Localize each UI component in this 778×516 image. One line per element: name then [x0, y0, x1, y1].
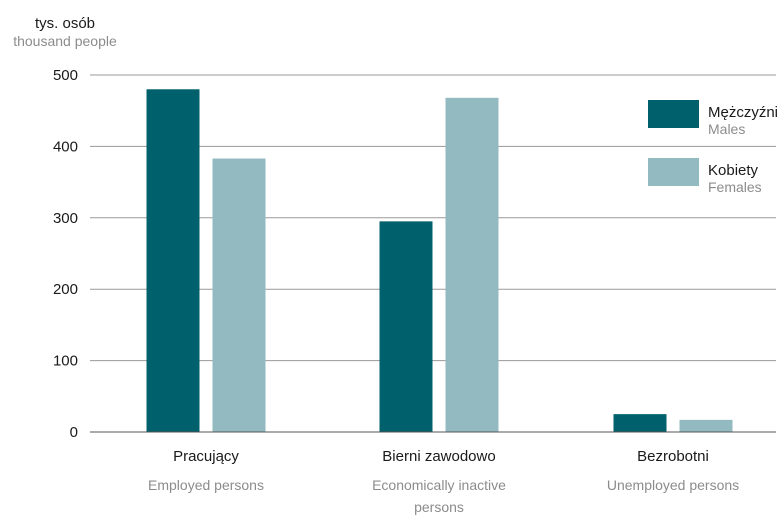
- legend-label: Kobiety: [708, 162, 759, 179]
- bar: [379, 221, 433, 432]
- x-category-label-en: persons: [414, 499, 464, 515]
- bar: [146, 89, 200, 432]
- bar: [613, 414, 667, 432]
- y-tick-label: 300: [53, 210, 78, 227]
- bar: [212, 158, 266, 432]
- legend-swatch: [648, 100, 699, 128]
- gridlines: [90, 74, 776, 362]
- y-tick-label: 100: [53, 353, 78, 370]
- legend-label-en: Females: [708, 179, 762, 195]
- y-tick-label: 200: [53, 281, 78, 298]
- x-category-label: Bierni zawodowo: [382, 448, 495, 465]
- legend-label-en: Males: [708, 121, 745, 137]
- x-category-label: Bezrobotni: [637, 448, 709, 465]
- y-unit-label: tys. osób: [35, 15, 95, 32]
- legend-swatch: [648, 158, 699, 186]
- y-tick-label: 500: [53, 67, 78, 84]
- y-tick-label: 0: [70, 424, 78, 441]
- bar: [679, 419, 733, 432]
- x-category-label-en: Unemployed persons: [607, 477, 739, 493]
- y-axis-ticks: 0 100 200 300 400 500: [53, 67, 78, 441]
- y-unit-label-en: thousand people: [13, 33, 117, 49]
- bar: [445, 97, 499, 433]
- x-category-label-en: Economically inactive: [372, 477, 506, 493]
- y-tick-label: 400: [53, 138, 78, 155]
- x-category-label: Pracujący: [173, 448, 239, 465]
- legend-label: Mężczyźni: [708, 104, 778, 121]
- bars: [146, 89, 733, 433]
- x-category-label-en: Employed persons: [148, 477, 264, 493]
- x-axis-labels: Pracujący Employed persons Bierni zawodowo…: [148, 448, 739, 515]
